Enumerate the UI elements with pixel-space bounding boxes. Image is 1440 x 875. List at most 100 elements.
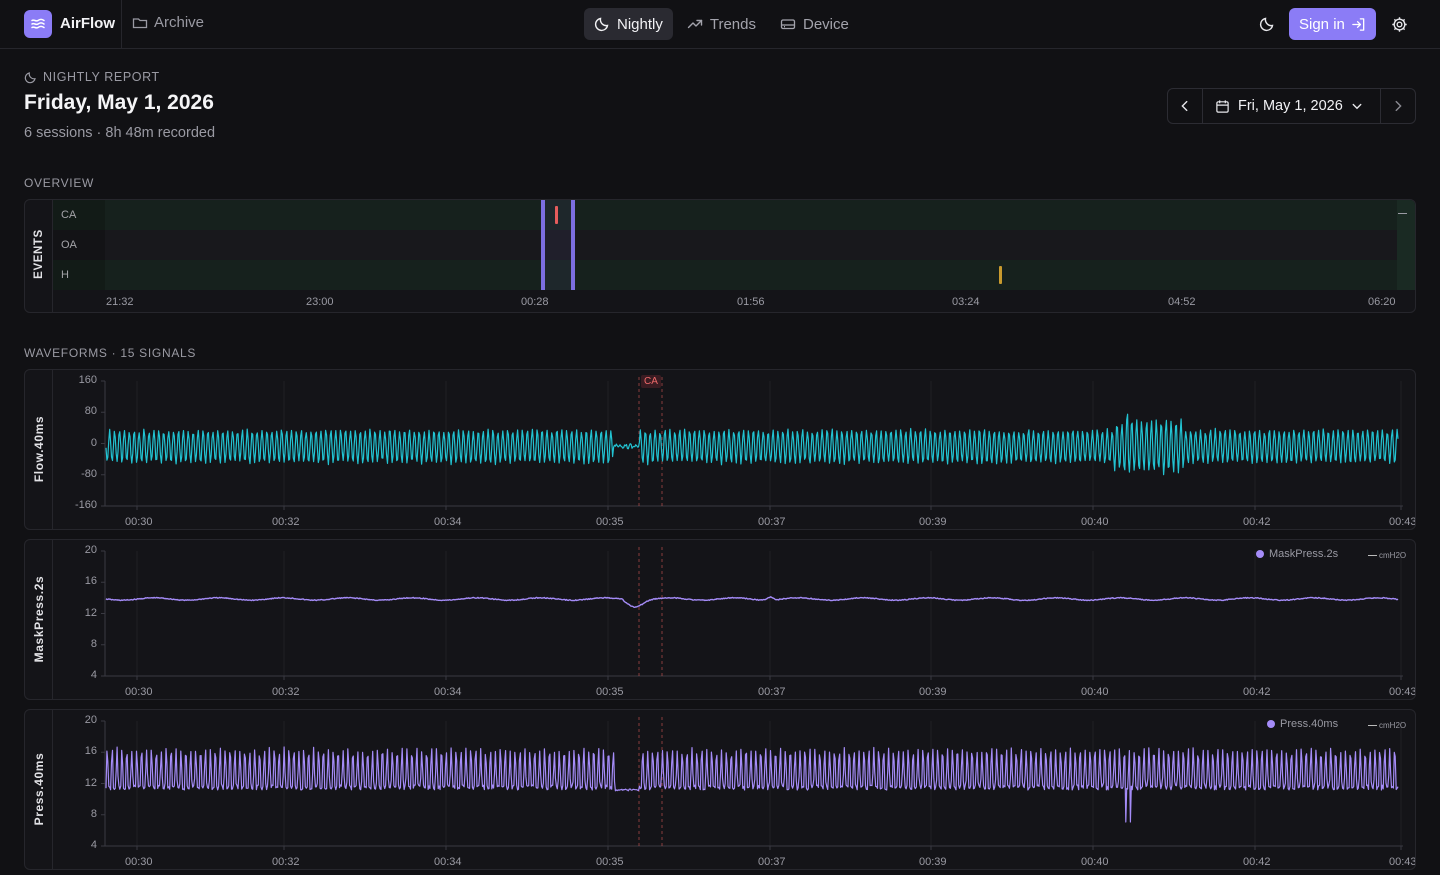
unit-text: cmH2O [1379,551,1407,560]
event-badge-ca[interactable]: CA [641,375,661,388]
series-legend[interactable]: MaskPress.2s [1256,548,1338,560]
moon-icon [24,71,36,83]
main-nav: Nightly Trends Device [584,8,859,40]
y-tick-label: 20 [84,544,97,556]
sign-in-label: Sign in [1299,15,1345,33]
overview-axis-tick: 01:56 [737,296,765,308]
chevron-right-icon [1395,100,1402,112]
logo-icon[interactable] [24,10,52,38]
waveform-panel[interactable]: MaskPress.2s 20 16 12 8 4 00:30 00:32 00:34 00:35… [24,539,1416,700]
calendar-icon [1216,99,1229,113]
collapse-icon[interactable] [1398,213,1407,214]
events-side: EVENTS [25,200,53,312]
y-tick-label: 8 [90,807,97,820]
kicker-text: NIGHTLY REPORT [43,70,160,84]
row-label-oa: OA [61,239,77,251]
previous-day-button[interactable] [1168,89,1203,123]
chevron-left-icon [1181,100,1188,112]
x-tick-label: 00:35 [596,856,624,868]
archive-link[interactable]: Archive [132,14,204,31]
x-tick-label: 00:37 [758,856,786,868]
nav-nightly-label: Nightly [617,15,663,33]
unit-dash [1368,725,1377,726]
waveform-plot[interactable] [53,370,1416,529]
legend-swatch [1267,720,1275,728]
brand-name[interactable]: AirFlow [60,15,115,32]
panel-side: Flow.40ms [25,370,53,529]
divider [121,0,122,48]
x-tick-label: 00:39 [919,516,947,528]
y-tick-label: 12 [84,776,97,789]
x-tick-label: 00:32 [272,856,300,868]
nav-device[interactable]: Device [770,8,859,40]
x-tick-label: 00:30 [125,516,153,528]
waveform-plot[interactable] [53,710,1416,869]
unit-label: cmH2O [1368,721,1406,730]
x-tick-label: 00:39 [919,856,947,868]
waveform-line [105,746,1399,823]
signal-name: Press.40ms [32,752,46,826]
waveform-panel[interactable]: Flow.40ms 160 80 0 -80 -160 00:30 00:32 00:34 00:… [24,369,1416,530]
unit-text: cmH2O [1379,721,1407,730]
overview-axis-tick: 21:32 [106,296,134,308]
y-tick-label: 160 [78,374,97,386]
overview-axis-tick: 00:28 [521,296,549,308]
sign-in-button[interactable]: Sign in [1289,8,1376,40]
signal-name: MaskPress.2s [32,575,46,663]
row-label-column [53,200,105,290]
nav-nightly[interactable]: Nightly [584,8,673,40]
y-tick-label: 4 [90,669,97,681]
moon-icon [594,17,609,32]
events-label: EVENTS [33,229,45,279]
panel-side: MaskPress.2s [25,540,53,699]
x-tick-label: 00:43 [1389,856,1416,868]
trend-up-icon [687,19,703,29]
x-tick-label: 00:37 [758,516,786,528]
page-subtitle: 6 sessions · 8h 48m recorded [24,125,216,141]
x-tick-label: 00:30 [125,856,153,868]
waveform-plot[interactable] [53,540,1416,699]
date-value: Fri, May 1, 2026 [1238,98,1343,114]
waveforms-label: WAVEFORMS · 15 SIGNALS [24,346,197,360]
x-tick-label: 00:40 [1081,686,1109,698]
viewport-handle-right[interactable] [571,200,575,290]
event-marker-ca[interactable] [555,206,558,224]
events-overview[interactable]: EVENTS CA OA H 21:32 23:00 00:28 01:56 0… [24,199,1416,313]
x-tick-label: 00:32 [272,516,300,528]
x-tick-label: 00:34 [434,686,462,698]
row-label-ca: CA [61,209,77,221]
signal-name: Flow.40ms [32,415,46,483]
overview-axis-tick: 03:24 [952,296,980,308]
x-tick-label: 00:42 [1243,686,1271,698]
waveform-panel[interactable]: Press.40ms 20 16 12 8 4 00:30 00:32 00:34 00:35 00… [24,709,1416,870]
viewport-handle-left[interactable] [541,200,545,290]
y-tick-label: 80 [84,405,97,418]
x-tick-label: 00:35 [596,516,624,528]
settings-button[interactable] [1388,13,1410,35]
y-tick-label: 4 [90,839,97,851]
chevron-down-icon [1352,103,1362,110]
event-marker-h[interactable] [999,266,1002,284]
series-legend[interactable]: Press.40ms [1267,718,1338,730]
login-icon [1352,17,1365,31]
x-tick-label: 00:37 [758,686,786,698]
nav-trends-label: Trends [709,15,756,33]
y-tick-label: 12 [84,606,97,619]
legend-swatch [1256,550,1264,558]
x-tick-label: 00:40 [1081,856,1109,868]
top-bar: AirFlow Archive Nightly Trends Device Si… [0,0,1440,49]
next-day-button[interactable] [1380,89,1415,123]
folder-icon [132,17,148,28]
date-select[interactable]: Fri, May 1, 2026 [1203,89,1380,123]
legend-label: MaskPress.2s [1269,548,1339,560]
viewport-window[interactable] [542,200,575,290]
unit-dash [1368,555,1377,556]
overview-axis-tick: 06:20 [1368,296,1396,308]
nav-trends[interactable]: Trends [677,8,766,40]
x-tick-label: 00:42 [1243,516,1271,528]
x-tick-label: 00:35 [596,686,624,698]
theme-toggle-button[interactable] [1256,13,1278,35]
nav-device-label: Device [803,15,849,33]
row-label-h: H [61,269,69,281]
y-tick-label: 16 [84,745,97,758]
